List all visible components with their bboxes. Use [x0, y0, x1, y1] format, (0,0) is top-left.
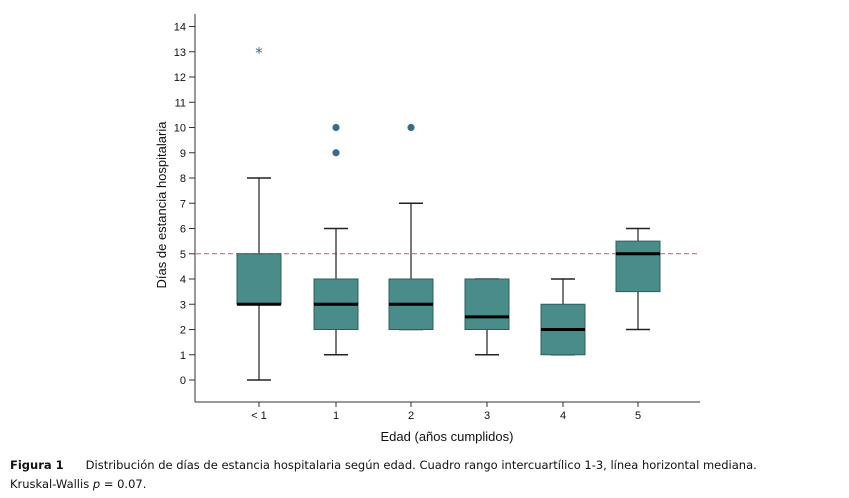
x-tick-label: 3 [484, 410, 490, 422]
y-tick-label: 7 [180, 198, 186, 210]
caption-line-2: Kruskal-Wallis p = 0.07. [10, 475, 842, 494]
y-tick-label: 0 [180, 375, 186, 387]
figure-caption: Figura 1 Distribución de días de estancia… [10, 456, 842, 494]
y-tick-label: 5 [180, 249, 186, 261]
y-tick-label: 9 [180, 148, 186, 160]
y-tick-label: 4 [180, 274, 186, 286]
caption-line-1: Figura 1 Distribución de días de estancia… [10, 456, 842, 475]
box-group [615, 227, 661, 331]
box-group [464, 278, 510, 356]
y-tick-label: 1 [180, 350, 186, 362]
box-group [540, 278, 586, 356]
caption-p-symbol: p [92, 477, 101, 491]
y-tick-label: 10 [174, 123, 186, 135]
box-group: * [236, 44, 282, 381]
outlier-point [332, 123, 340, 132]
box-group [388, 123, 434, 331]
caption-test-name: Kruskal-Wallis [10, 477, 93, 491]
caption-text: Distribución de días de estancia hospita… [85, 458, 757, 472]
box-group [313, 123, 359, 356]
iqr-box [615, 240, 661, 293]
x-tick-label: 5 [635, 410, 641, 422]
x-axis-title: Edad (años cumplidos) [381, 429, 514, 444]
y-tick-label: 8 [180, 173, 186, 185]
y-tick-label: 2 [180, 325, 186, 337]
iqr-box [464, 278, 510, 330]
x-axis: < 1 1 2 3 4 5 [195, 401, 700, 422]
iqr-box [236, 253, 282, 305]
y-tick-label: 6 [180, 224, 186, 236]
y-tick-label: 11 [175, 97, 186, 109]
x-tick-label: 2 [408, 410, 414, 422]
y-tick-label: 14 [174, 22, 186, 34]
outlier-point [407, 123, 415, 132]
caption-p-value: = 0.07. [100, 477, 147, 491]
y-axis-title: Días de estancia hospitalaria [154, 121, 169, 289]
y-tick-label: 13 [174, 47, 186, 59]
x-tick-label: 4 [560, 410, 566, 422]
x-tick-label: < 1 [251, 410, 267, 422]
caption-label: Figura 1 [10, 458, 64, 472]
boxes: * [236, 44, 661, 381]
x-tick-label: 1 [333, 410, 339, 422]
y-tick-label: 3 [180, 299, 186, 311]
outlier-point [332, 149, 340, 157]
extreme-point: * [255, 44, 263, 62]
y-tick-label: 12 [174, 72, 186, 84]
